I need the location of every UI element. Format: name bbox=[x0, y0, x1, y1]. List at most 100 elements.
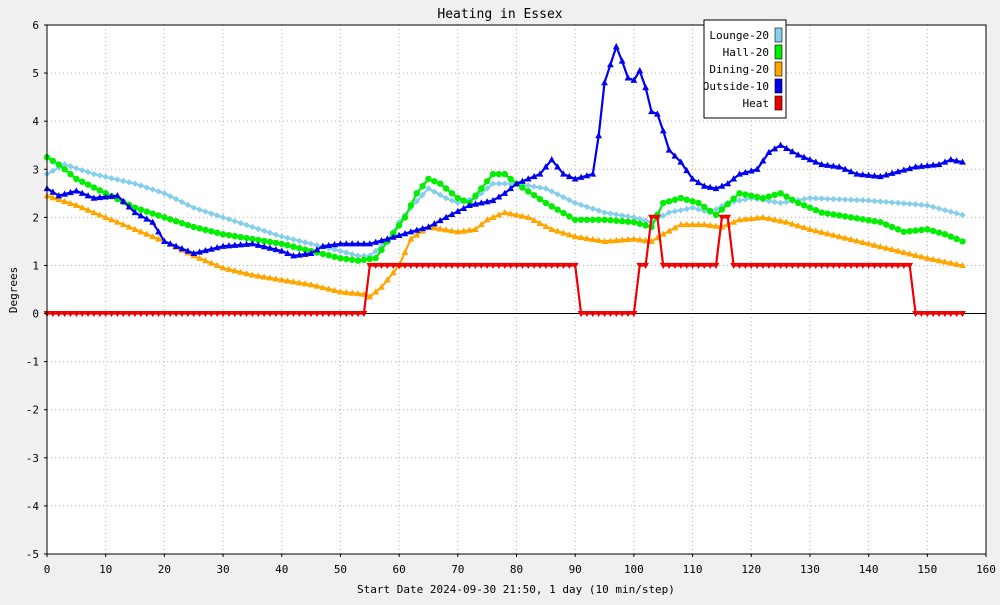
data-point bbox=[72, 310, 80, 318]
data-point bbox=[495, 211, 503, 218]
data-point bbox=[49, 157, 57, 165]
data-point bbox=[789, 196, 796, 203]
data-point bbox=[853, 237, 861, 244]
data-point bbox=[865, 262, 873, 270]
data-point bbox=[219, 242, 227, 249]
data-point bbox=[431, 178, 438, 185]
data-point bbox=[607, 310, 614, 318]
data-point bbox=[824, 262, 831, 270]
data-point bbox=[383, 276, 391, 283]
data-point bbox=[342, 288, 350, 296]
data-point bbox=[284, 310, 292, 318]
data-point bbox=[272, 245, 280, 253]
data-point bbox=[348, 289, 356, 296]
series-outside-10 bbox=[43, 43, 966, 259]
data-point bbox=[536, 219, 544, 226]
data-point bbox=[419, 182, 426, 190]
data-point bbox=[847, 214, 855, 221]
data-point bbox=[648, 214, 655, 221]
data-point bbox=[301, 280, 309, 287]
data-point bbox=[102, 310, 110, 318]
data-point bbox=[61, 310, 69, 318]
data-point bbox=[595, 310, 603, 318]
data-point bbox=[524, 262, 532, 270]
data-point bbox=[953, 210, 960, 217]
data-point bbox=[272, 275, 280, 282]
data-point bbox=[583, 310, 591, 318]
data-point bbox=[677, 262, 685, 270]
data-point bbox=[149, 233, 157, 240]
data-point bbox=[777, 190, 784, 197]
data-point bbox=[524, 213, 532, 220]
data-point bbox=[530, 183, 538, 190]
data-point bbox=[272, 310, 280, 318]
data-point bbox=[882, 262, 890, 270]
data-point bbox=[143, 208, 150, 215]
data-point bbox=[131, 310, 139, 318]
series-heat bbox=[43, 214, 966, 318]
data-point bbox=[395, 231, 403, 238]
data-point bbox=[231, 232, 238, 240]
data-point bbox=[906, 164, 914, 172]
data-point bbox=[178, 310, 186, 318]
data-point bbox=[108, 216, 115, 223]
data-point bbox=[167, 193, 174, 200]
data-point bbox=[712, 222, 720, 229]
data-point bbox=[442, 226, 450, 233]
data-point bbox=[501, 170, 508, 178]
x-tick-label: 110 bbox=[683, 563, 703, 576]
data-point bbox=[79, 178, 86, 185]
data-point bbox=[554, 191, 561, 198]
data-point bbox=[929, 203, 937, 211]
data-point bbox=[55, 192, 63, 199]
data-point bbox=[501, 208, 509, 216]
data-point bbox=[278, 233, 285, 240]
data-point bbox=[794, 151, 802, 158]
data-point bbox=[348, 240, 356, 247]
data-point bbox=[765, 214, 773, 222]
data-point bbox=[835, 163, 843, 170]
data-point bbox=[677, 194, 685, 202]
data-point bbox=[178, 198, 186, 206]
data-point bbox=[55, 310, 63, 318]
data-point bbox=[442, 262, 450, 270]
data-point bbox=[642, 237, 650, 244]
data-point bbox=[536, 262, 544, 270]
x-tick-label: 130 bbox=[800, 563, 820, 576]
data-point bbox=[237, 310, 245, 318]
data-point bbox=[589, 235, 597, 243]
data-point bbox=[243, 221, 250, 229]
data-point bbox=[513, 180, 520, 187]
data-point bbox=[149, 310, 157, 318]
data-point bbox=[348, 251, 356, 258]
data-point bbox=[595, 207, 602, 214]
data-point bbox=[337, 310, 344, 318]
data-point bbox=[853, 215, 861, 222]
data-point bbox=[442, 194, 450, 202]
data-point bbox=[407, 262, 415, 270]
data-point bbox=[560, 170, 567, 177]
data-point bbox=[906, 200, 913, 208]
data-point bbox=[184, 201, 192, 209]
data-point bbox=[290, 252, 297, 259]
data-point bbox=[812, 227, 820, 234]
data-point bbox=[407, 202, 415, 209]
data-point bbox=[601, 237, 608, 245]
data-point bbox=[319, 242, 327, 249]
data-point bbox=[243, 310, 250, 318]
data-point bbox=[595, 132, 603, 139]
data-point bbox=[366, 262, 374, 270]
data-point bbox=[489, 196, 497, 204]
data-point bbox=[231, 267, 239, 274]
data-point bbox=[530, 172, 538, 180]
data-point bbox=[448, 197, 456, 204]
data-point bbox=[483, 185, 491, 192]
data-point bbox=[601, 209, 608, 216]
data-point bbox=[419, 224, 426, 232]
data-point bbox=[489, 262, 497, 270]
data-point bbox=[953, 310, 961, 318]
data-point bbox=[700, 220, 708, 228]
y-tick-label: 1 bbox=[32, 259, 39, 272]
data-point bbox=[460, 262, 468, 270]
data-point bbox=[260, 310, 268, 318]
